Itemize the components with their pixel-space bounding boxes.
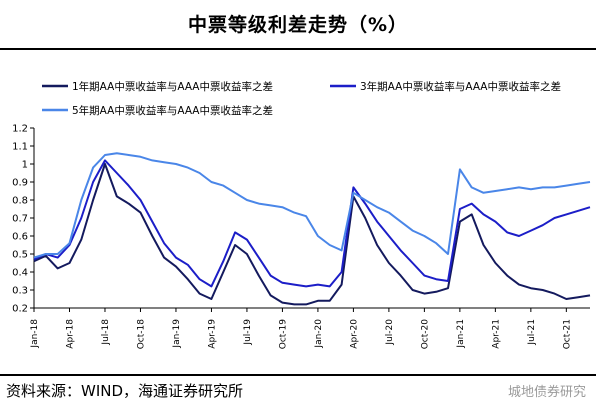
legend-label-1: 1年期AA中票收益率与AAA中票收益率之差: [72, 80, 273, 93]
x-tick-label: Jan-20: [314, 319, 324, 349]
x-tick-label: Jul-21: [527, 319, 537, 346]
x-tick-label: Apr-19: [207, 319, 217, 349]
footer-divider: [0, 374, 596, 376]
y-tick-label: 0.5: [12, 250, 28, 261]
y-tick-label: 0.2: [12, 304, 28, 315]
legend-label-3: 5年期AA中票收益率与AAA中票收益率之差: [72, 104, 273, 117]
x-tick-label: Jul-20: [385, 319, 395, 346]
y-tick-label: 0.8: [12, 196, 28, 207]
y-tick-label: 1.1: [12, 142, 28, 153]
x-tick-label: Apr-18: [65, 319, 75, 349]
y-tick-label: 0.4: [12, 268, 28, 279]
x-tick-label: Oct-19: [278, 319, 288, 350]
x-axis: Jan-18 Apr-18 Jul-18 Oct-18 Jan-19 Apr-19 Jul-…: [30, 307, 590, 350]
source-note: 资料来源：WIND，海通证券研究所: [6, 382, 244, 400]
series-line-1: [33, 163, 591, 306]
y-axis: 0.2 0.3 0.4 0.5 0.6 0.7 0.8 0.9 1 1.1 1.2: [12, 124, 35, 315]
y-tick-label: 1: [22, 160, 28, 171]
y-tick-label: 0.3: [12, 286, 28, 297]
y-tick-label: 1.2: [12, 124, 28, 135]
series-line-3: [33, 152, 591, 259]
line-chart: 1年期AA中票收益率与AAA中票收益率之差 3年期AA中票收益率与AAA中票收益率…: [12, 80, 591, 350]
x-tick-label: Jan-18: [30, 319, 40, 349]
chart-legend: 1年期AA中票收益率与AAA中票收益率之差 3年期AA中票收益率与AAA中票收益率…: [42, 80, 561, 117]
watermark-text: 城地债券研究: [507, 385, 586, 400]
x-tick-label: Jul-18: [101, 319, 111, 346]
chart-title: 中票等级利差走势（%）: [187, 14, 409, 36]
legend-label-2: 3年期AA中票收益率与AAA中票收益率之差: [360, 80, 561, 93]
title-divider: [0, 48, 596, 50]
x-tick-label: Oct-18: [136, 319, 146, 350]
y-tick-label: 0.9: [12, 178, 28, 189]
x-tick-label: Jan-19: [172, 319, 182, 349]
y-tick-label: 0.6: [12, 232, 28, 243]
x-tick-label: Apr-20: [349, 319, 359, 349]
x-tick-label: Oct-21: [562, 319, 572, 349]
x-tick-label: Jul-19: [243, 319, 253, 346]
series-line-2: [33, 159, 591, 288]
x-tick-label: Jan-21: [456, 319, 466, 349]
x-tick-label: Apr-21: [491, 319, 501, 349]
series-layer: [33, 152, 591, 306]
x-tick-label: Oct-20: [420, 319, 430, 350]
y-tick-label: 0.7: [12, 214, 28, 225]
